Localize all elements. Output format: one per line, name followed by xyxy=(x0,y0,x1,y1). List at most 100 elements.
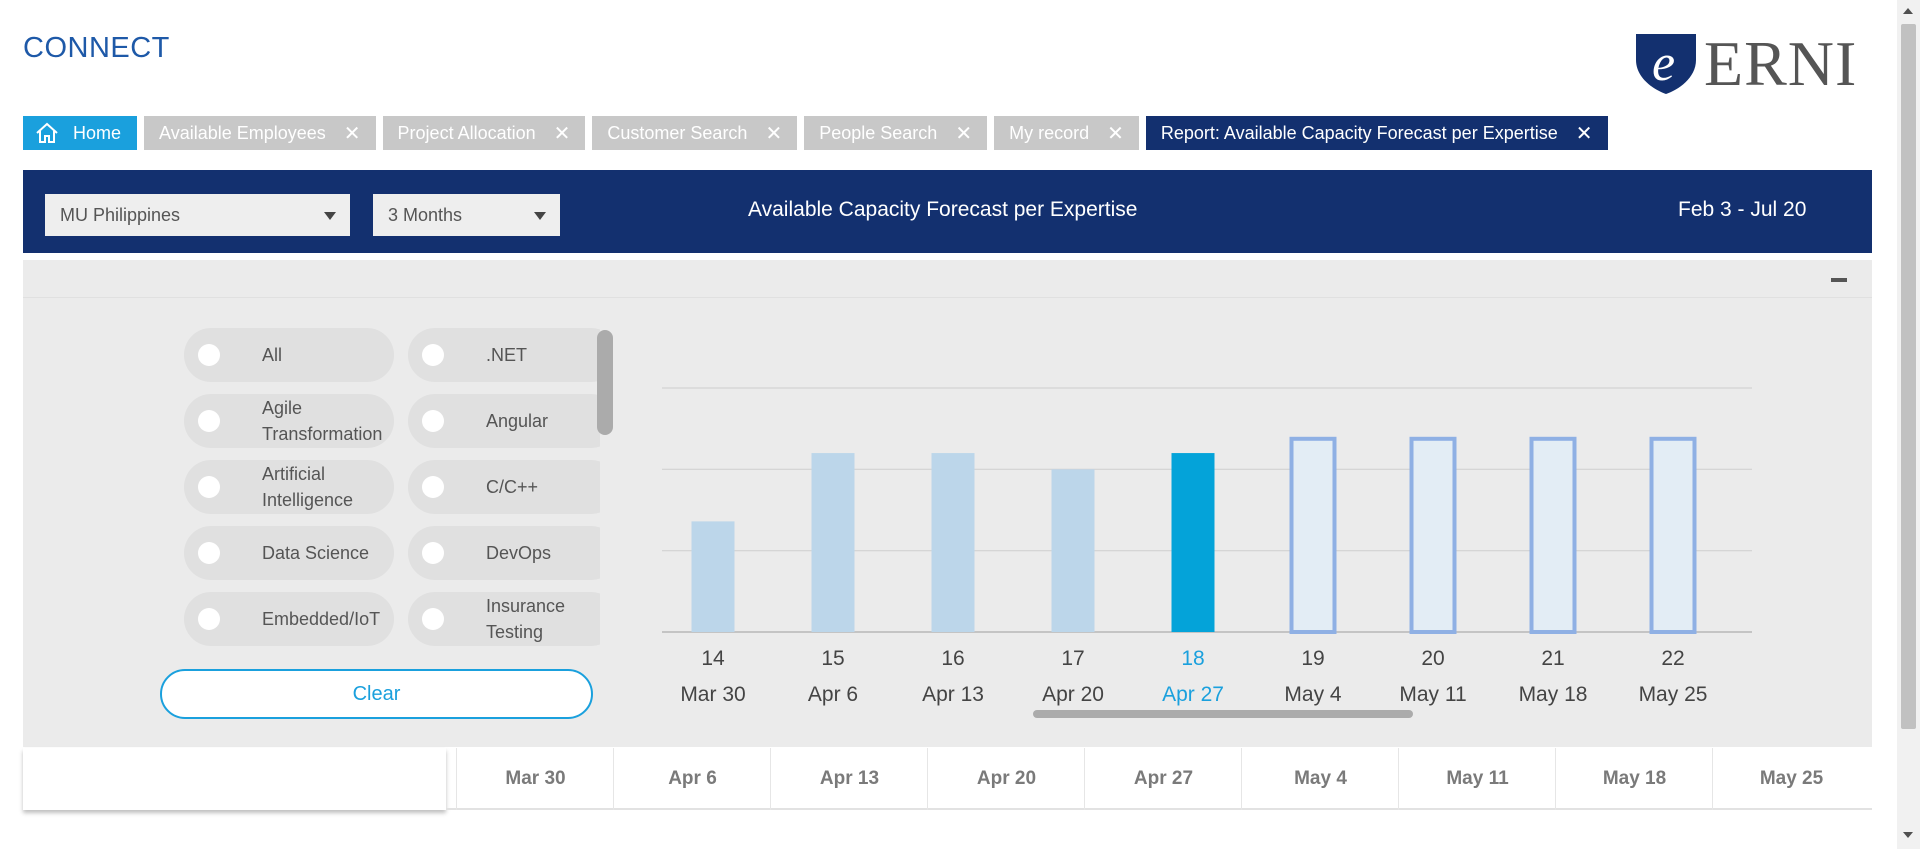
radio-icon[interactable] xyxy=(198,344,220,366)
chart-scrollbar[interactable] xyxy=(1033,710,1413,718)
week-column-header[interactable]: Apr 27 xyxy=(1084,748,1242,810)
tab-label: Home xyxy=(73,122,122,143)
week-column-header[interactable]: May 25 xyxy=(1712,748,1870,810)
week-date-label: Apr 13 xyxy=(922,683,984,706)
radio-icon[interactable] xyxy=(198,608,220,630)
filter-label: .NET xyxy=(486,345,528,365)
close-icon[interactable]: ✕ xyxy=(955,122,973,145)
close-icon[interactable]: ✕ xyxy=(765,122,783,145)
filter-item[interactable]: Agile Transformation xyxy=(184,394,394,448)
date-range: Feb 3 - Jul 20 xyxy=(1678,198,1807,221)
week-number-label: 20 xyxy=(1421,647,1444,670)
unit-select[interactable]: MU Philippines xyxy=(45,194,350,236)
filter-item[interactable]: C/C++ xyxy=(408,460,600,514)
page-scroll-thumb[interactable] xyxy=(1901,24,1916,729)
week-number-label: 18 xyxy=(1181,647,1204,670)
filter-label: Embedded/IoT xyxy=(262,609,381,629)
radio-icon[interactable] xyxy=(198,410,220,432)
filter-item[interactable]: Embedded/IoT xyxy=(184,592,394,646)
erni-logo: e ERNI xyxy=(1630,30,1875,102)
tab-customer-search[interactable]: Customer Search ✕ xyxy=(592,116,798,150)
week-column-header[interactable]: Apr 13 xyxy=(770,748,928,810)
filter-item[interactable]: Data Science xyxy=(184,526,394,580)
chart-bar[interactable] xyxy=(1171,453,1215,632)
scroll-down-icon[interactable] xyxy=(1903,832,1913,838)
filter-label: C/C++ xyxy=(486,477,539,497)
radio-icon[interactable] xyxy=(422,608,444,630)
tab-label: My record xyxy=(1009,122,1090,143)
week-date-label: May 11 xyxy=(1399,683,1466,706)
radio-icon[interactable] xyxy=(422,542,444,564)
filter-item[interactable]: .NET xyxy=(408,328,600,382)
close-icon[interactable]: ✕ xyxy=(1575,122,1593,145)
header-divider xyxy=(446,808,1872,810)
close-icon[interactable]: ✕ xyxy=(1107,122,1124,145)
period-select-value: 3 Months xyxy=(388,205,463,225)
chart-bar[interactable] xyxy=(931,453,975,632)
radio-icon[interactable] xyxy=(422,410,444,432)
radio-icon[interactable] xyxy=(198,542,220,564)
radio-icon[interactable] xyxy=(422,344,444,366)
week-date-label: May 18 xyxy=(1519,683,1588,706)
app-title: CONNECT xyxy=(23,32,170,64)
tab-label: Project Allocation xyxy=(397,122,536,143)
close-icon[interactable]: ✕ xyxy=(343,122,361,145)
filter-label: DevOps xyxy=(486,543,552,563)
chart-bar[interactable] xyxy=(1529,436,1577,634)
period-select[interactable]: 3 Months xyxy=(373,194,560,236)
week-number-label: 21 xyxy=(1541,647,1564,670)
chart-bar[interactable] xyxy=(1051,469,1095,632)
erni-shield-icon: e xyxy=(1636,34,1696,94)
filter-item[interactable]: All xyxy=(184,328,394,382)
week-date-label: Mar 30 xyxy=(680,683,745,706)
chart-bar[interactable] xyxy=(1409,436,1457,634)
tab-home[interactable]: Home xyxy=(23,116,138,150)
chart-bar[interactable] xyxy=(1289,436,1337,634)
tab-my-record[interactable]: My record ✕ xyxy=(994,116,1139,150)
page-scrollbar[interactable] xyxy=(1897,0,1920,849)
week-header-row xyxy=(23,748,1872,810)
tab-report-capacity-forecast[interactable]: Report: Available Capacity Forecast per … xyxy=(1145,116,1608,150)
scroll-up-icon[interactable] xyxy=(1903,8,1913,14)
logo-mark: e xyxy=(1652,35,1675,92)
filter-scrollbar[interactable] xyxy=(597,330,613,435)
clear-button[interactable]: Clear xyxy=(160,669,593,719)
week-column-header[interactable]: May 11 xyxy=(1398,748,1556,810)
filter-item[interactable]: DevOps xyxy=(408,526,600,580)
week-column-header[interactable]: Mar 30 xyxy=(456,748,614,810)
week-number-label: 22 xyxy=(1661,647,1684,670)
tab-label: Customer Search xyxy=(607,122,748,143)
tab-label: People Search xyxy=(819,122,938,143)
week-column-header[interactable]: Apr 20 xyxy=(927,748,1085,810)
tab-people-search[interactable]: People Search ✕ xyxy=(804,116,988,150)
chart-bar[interactable] xyxy=(811,453,855,632)
week-date-label: May 4 xyxy=(1284,683,1342,706)
week-column-header[interactable]: Apr 6 xyxy=(613,748,771,810)
radio-icon[interactable] xyxy=(422,476,444,498)
tab-available-employees[interactable]: Available Employees ✕ xyxy=(144,116,376,150)
collapse-strip xyxy=(23,260,1872,298)
chart-bar[interactable] xyxy=(1649,436,1697,634)
row-label-card xyxy=(23,748,446,810)
filter-item[interactable]: Angular xyxy=(408,394,600,448)
collapse-minus-icon[interactable] xyxy=(1831,278,1847,282)
report-title: Available Capacity Forecast per Expertis… xyxy=(748,198,1138,221)
week-column-header[interactable]: May 4 xyxy=(1241,748,1399,810)
filter-label: Artificial Intelligence xyxy=(262,464,354,510)
tab-label: Available Employees xyxy=(159,122,326,143)
report-header: MU Philippines 3 Months Available Capaci… xyxy=(23,170,1872,253)
logo-text: ERNI xyxy=(1704,28,1858,99)
tab-bar: Home Available Employees ✕ Project Alloc… xyxy=(23,116,1608,150)
filter-item[interactable]: Artificial Intelligence xyxy=(184,460,394,514)
radio-icon[interactable] xyxy=(198,476,220,498)
filter-label: Insurance Testing xyxy=(486,596,566,642)
week-date-label: Apr 6 xyxy=(808,683,858,706)
week-date-label: Apr 20 xyxy=(1042,683,1104,706)
tab-project-allocation[interactable]: Project Allocation ✕ xyxy=(382,116,586,150)
week-column-header[interactable]: May 18 xyxy=(1555,748,1713,810)
unit-select-value: MU Philippines xyxy=(60,205,181,225)
close-icon[interactable]: ✕ xyxy=(553,122,571,145)
filter-item[interactable]: Insurance Testing xyxy=(408,592,600,646)
chart-bar[interactable] xyxy=(691,521,735,632)
